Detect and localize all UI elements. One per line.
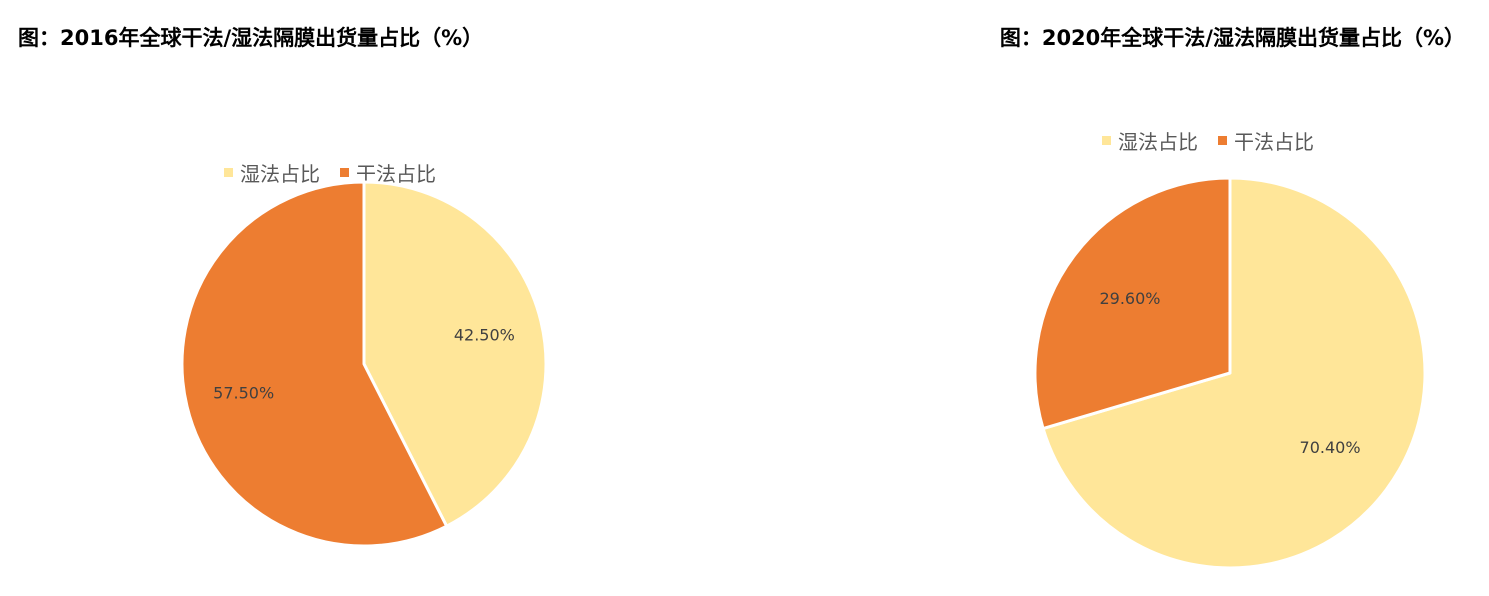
legend-swatch-wet bbox=[1102, 136, 1111, 145]
chart-title: 图：2020年全球干法/湿法隔膜出货量占比（%） bbox=[999, 26, 1465, 50]
legend-swatch-wet bbox=[224, 168, 233, 177]
data-label-dry: 57.50% bbox=[213, 383, 274, 402]
legend-item-dry: 干法占比 bbox=[1218, 126, 1314, 155]
pie-chart-2020: 70.40% 29.60% bbox=[1033, 176, 1427, 570]
legend-label-dry: 干法占比 bbox=[1234, 130, 1314, 154]
pie-slice-dry bbox=[1033, 176, 1232, 431]
legend-item-wet: 湿法占比 bbox=[224, 158, 320, 187]
pie-chart-2016: 42.50% 57.50% bbox=[180, 180, 548, 548]
data-label-wet: 70.40% bbox=[1300, 438, 1361, 457]
legend-item-dry: 干法占比 bbox=[340, 158, 436, 187]
chart-panel-2020: 图：2020年全球干法/湿法隔膜出货量占比（%） 湿法占比 干法占比 70.40… bbox=[744, 0, 1489, 596]
pie-slice-wet bbox=[362, 180, 548, 528]
legend-swatch-dry bbox=[1218, 136, 1227, 145]
legend-label-wet: 湿法占比 bbox=[1118, 130, 1198, 154]
legend-label-wet: 湿法占比 bbox=[240, 162, 320, 186]
legend-item-wet: 湿法占比 bbox=[1102, 126, 1198, 155]
chart-legend: 湿法占比 干法占比 bbox=[1102, 126, 1314, 155]
pie-slice-wet bbox=[1041, 176, 1427, 570]
chart-panel-2016: 图：2016年全球干法/湿法隔膜出货量占比（%） 湿法占比 干法占比 42.50… bbox=[0, 0, 744, 596]
chart-title: 图：2016年全球干法/湿法隔膜出货量占比（%） bbox=[18, 26, 484, 50]
legend-swatch-dry bbox=[340, 168, 349, 177]
data-label-dry: 29.60% bbox=[1099, 289, 1160, 308]
chart-legend: 湿法占比 干法占比 bbox=[224, 158, 436, 187]
pie-slice-dry bbox=[180, 180, 449, 548]
data-label-wet: 42.50% bbox=[454, 326, 515, 345]
